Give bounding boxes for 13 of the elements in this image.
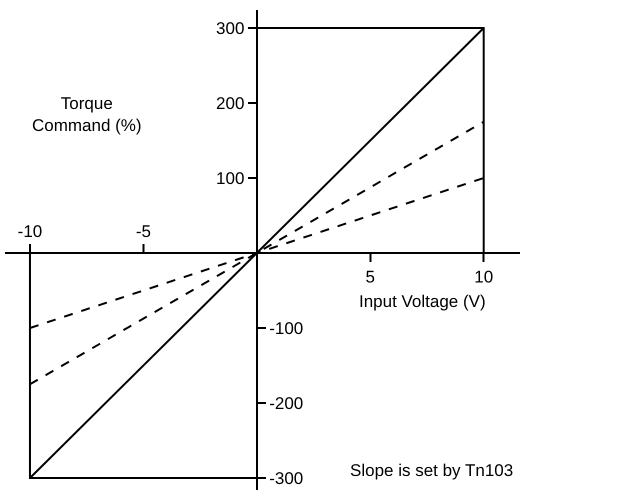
y2-tick-label: -200 bbox=[269, 394, 304, 413]
y-tick-label: 300 bbox=[216, 18, 244, 38]
y2-tick-label: -100 bbox=[269, 318, 304, 338]
y-axis-title: Torque Command (%) bbox=[32, 94, 142, 136]
y-tick-label: 200 bbox=[216, 94, 244, 113]
x2-tick-label: -5 bbox=[136, 222, 151, 242]
x-axis-title: Input Voltage (V) bbox=[359, 292, 486, 311]
y2-tick-label: -300 bbox=[269, 468, 304, 488]
x2-tick-label: -10 bbox=[18, 222, 42, 242]
y-tick-label: 100 bbox=[216, 168, 244, 188]
x-tick-label: 5 bbox=[366, 267, 375, 286]
annotation: Slope is set by Tn103 bbox=[350, 461, 514, 480]
x-tick-label: 10 bbox=[474, 267, 494, 286]
